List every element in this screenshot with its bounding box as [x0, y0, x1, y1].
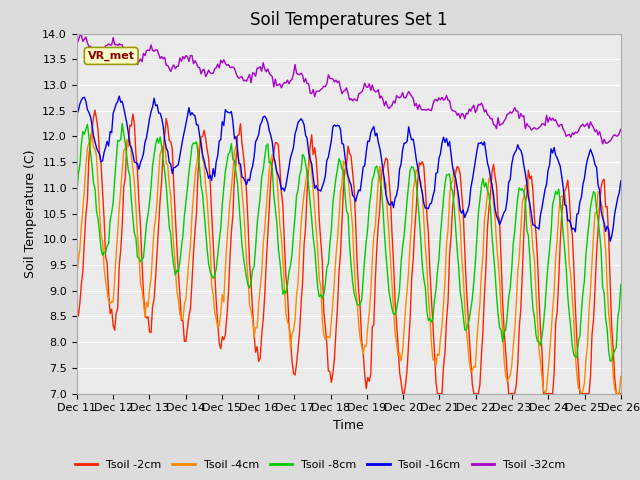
Text: VR_met: VR_met	[88, 51, 134, 61]
X-axis label: Time: Time	[333, 419, 364, 432]
Y-axis label: Soil Temperature (C): Soil Temperature (C)	[24, 149, 36, 278]
Title: Soil Temperatures Set 1: Soil Temperatures Set 1	[250, 11, 447, 29]
Legend: Tsoil -2cm, Tsoil -4cm, Tsoil -8cm, Tsoil -16cm, Tsoil -32cm: Tsoil -2cm, Tsoil -4cm, Tsoil -8cm, Tsoi…	[70, 456, 570, 474]
